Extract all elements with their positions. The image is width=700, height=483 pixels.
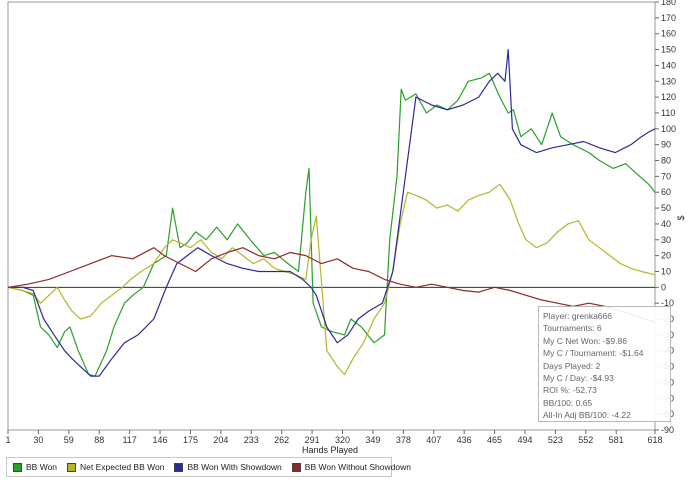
y-tick-label: 40	[661, 219, 671, 229]
series-line-bb-won-with-showdown	[8, 48, 656, 377]
stats-roi: ROI %: -52.73	[543, 385, 597, 396]
legend-swatch-bb-won	[13, 462, 22, 472]
y-tick-label: 140	[661, 60, 676, 70]
y-tick-label: 80	[661, 156, 671, 166]
y-tick-label: 130	[661, 76, 676, 86]
legend-swatch-without-showdown	[291, 462, 301, 472]
legend-label-net-expected: Net Expected BB Won	[80, 462, 165, 472]
legend-item-with-showdown[interactable]: BB Won With Showdown	[174, 462, 282, 472]
stats-days-played: Days Played: 2	[543, 360, 601, 371]
stats-net-won: My C Net Won: -$9.86	[543, 335, 627, 346]
y-tick-label: 150	[661, 45, 676, 55]
legend-label-with-showdown: BB Won With Showdown	[187, 462, 282, 472]
y-tick-label: 110	[661, 108, 675, 118]
x-tick-label: 436	[457, 435, 472, 445]
x-tick-label: 1	[5, 435, 10, 445]
y-tick-label: 20	[661, 251, 671, 261]
legend-swatch-net-expected	[67, 462, 77, 472]
y-tick-label: 160	[661, 29, 676, 39]
x-tick-label: 233	[244, 435, 259, 445]
y-tick-label: 0	[661, 282, 666, 292]
x-tick-label: 146	[153, 435, 168, 445]
y-tick-label: 90	[661, 140, 671, 150]
series-line-net-expected-bb-won	[7, 183, 656, 376]
legend-item-net-expected[interactable]: Net Expected BB Won	[67, 462, 164, 472]
series-layer	[7, 48, 656, 377]
legend-swatch-with-showdown	[174, 462, 184, 472]
x-tick-label: 465	[487, 435, 502, 445]
legend-item-bb-won[interactable]: BB Won	[13, 462, 57, 472]
x-tick-label: 618	[647, 435, 662, 445]
legend-label-bb-won: BB Won	[26, 462, 58, 472]
y-axis-label: $	[676, 215, 686, 220]
x-tick-label: 175	[183, 435, 198, 445]
x-tick-label: 262	[274, 435, 289, 445]
x-tick-label: 291	[305, 435, 320, 445]
stats-box: Player: grenka666 Tournaments: 6 My C Ne…	[538, 306, 671, 422]
x-tick-label: 523	[548, 435, 563, 445]
y-tick-label: 60	[661, 187, 671, 197]
y-tick-label: 30	[661, 235, 671, 245]
x-tick-label: 117	[122, 435, 136, 445]
y-tick-label: 100	[661, 124, 676, 134]
stats-bb-100: BB/100: 0.65	[543, 397, 593, 408]
stats-per-day: My C / Day: -$4.93	[543, 373, 614, 384]
y-tick-label: 180	[661, 0, 676, 7]
series-line-bb-won-without-showdown	[7, 247, 656, 323]
x-tick-label: 204	[213, 435, 228, 445]
y-tick-label: -10	[661, 298, 674, 308]
x-axis-ticks: 1 30 59 88 117 146 175 204 233 262 291 320 349 378 407…	[5, 430, 663, 445]
y-tick-label: 170	[661, 13, 676, 23]
x-tick-label: 581	[609, 435, 624, 445]
stats-tournaments: Tournaments: 6	[543, 323, 602, 334]
y-tick-label: 120	[661, 92, 676, 102]
y-tick-label: -90	[661, 425, 674, 435]
x-tick-label: 59	[64, 435, 74, 445]
y-tick-label: 50	[661, 203, 671, 213]
x-tick-label: 378	[396, 435, 411, 445]
x-tick-label: 407	[426, 435, 441, 445]
x-tick-label: 88	[94, 435, 104, 445]
x-tick-label: 349	[365, 435, 380, 445]
x-tick-label: 320	[335, 435, 350, 445]
x-tick-label: 552	[578, 435, 593, 445]
legend-item-without-showdown[interactable]: BB Won Without Showdown	[291, 462, 411, 472]
x-tick-label: 494	[517, 435, 532, 445]
series-line-bb-won	[7, 72, 656, 377]
x-axis-label: Hands Played	[302, 445, 358, 455]
y-tick-label: 10	[661, 266, 671, 276]
stats-per-tournament: My C / Tournament: -$1.64	[543, 348, 644, 359]
x-tick-label: 30	[33, 435, 43, 445]
y-tick-label: 70	[661, 171, 671, 181]
stats-allin-bb-100: All-In Adj BB/100: -4.22	[543, 410, 631, 421]
stats-player: Player: grenka666	[543, 311, 612, 321]
legend-label-without-showdown: BB Won Without Showdown	[304, 462, 411, 472]
chart-legend: BB Won Net Expected BB Won BB Won With S…	[6, 457, 411, 477]
